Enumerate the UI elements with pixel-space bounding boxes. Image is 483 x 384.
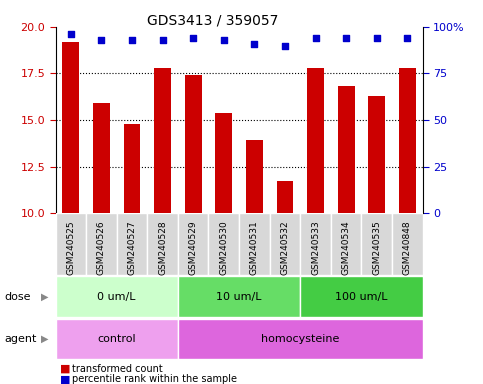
Text: transformed count: transformed count — [72, 364, 163, 374]
Point — [220, 37, 227, 43]
Bar — [93, 103, 110, 384]
FancyBboxPatch shape — [300, 213, 331, 275]
FancyBboxPatch shape — [331, 213, 361, 275]
Bar — [338, 86, 355, 384]
FancyBboxPatch shape — [178, 319, 423, 359]
Bar — [307, 68, 324, 384]
Point — [373, 35, 381, 41]
FancyBboxPatch shape — [56, 213, 86, 275]
Text: GSM240527: GSM240527 — [128, 220, 137, 275]
Bar — [154, 68, 171, 384]
Point — [403, 35, 411, 41]
Point — [159, 37, 167, 43]
Text: GSM240532: GSM240532 — [281, 220, 289, 275]
FancyBboxPatch shape — [392, 213, 423, 275]
Text: 0 um/L: 0 um/L — [98, 291, 136, 302]
Point — [128, 37, 136, 43]
Point — [98, 37, 105, 43]
Text: ■: ■ — [60, 374, 71, 384]
Point — [312, 35, 319, 41]
Point — [342, 35, 350, 41]
FancyBboxPatch shape — [86, 213, 117, 275]
Text: dose: dose — [5, 291, 31, 302]
Text: 100 um/L: 100 um/L — [335, 291, 388, 302]
Text: homocysteine: homocysteine — [261, 334, 340, 344]
Bar — [246, 141, 263, 384]
Text: agent: agent — [5, 334, 37, 344]
Text: ▶: ▶ — [41, 334, 49, 344]
Text: ■: ■ — [60, 364, 71, 374]
Text: GSM240529: GSM240529 — [189, 220, 198, 275]
Bar — [369, 96, 385, 384]
Point — [189, 35, 197, 41]
Text: GSM240525: GSM240525 — [66, 220, 75, 275]
FancyBboxPatch shape — [209, 213, 239, 275]
Bar — [399, 68, 416, 384]
Text: GSM240533: GSM240533 — [311, 220, 320, 275]
Text: GSM240530: GSM240530 — [219, 220, 228, 275]
Text: GSM240526: GSM240526 — [97, 220, 106, 275]
Text: GSM240528: GSM240528 — [158, 220, 167, 275]
Point — [67, 31, 75, 37]
Text: 10 um/L: 10 um/L — [216, 291, 262, 302]
Text: GSM240848: GSM240848 — [403, 220, 412, 275]
FancyBboxPatch shape — [56, 276, 178, 317]
Bar — [185, 75, 201, 384]
Bar — [215, 113, 232, 384]
Text: GSM240531: GSM240531 — [250, 220, 259, 275]
Bar — [277, 182, 293, 384]
Point — [281, 42, 289, 48]
FancyBboxPatch shape — [270, 213, 300, 275]
Point — [251, 41, 258, 47]
Bar — [124, 124, 141, 384]
FancyBboxPatch shape — [300, 276, 423, 317]
FancyBboxPatch shape — [239, 213, 270, 275]
FancyBboxPatch shape — [361, 213, 392, 275]
FancyBboxPatch shape — [147, 213, 178, 275]
Text: GSM240534: GSM240534 — [341, 220, 351, 275]
Text: control: control — [98, 334, 136, 344]
FancyBboxPatch shape — [178, 276, 300, 317]
FancyBboxPatch shape — [178, 213, 209, 275]
FancyBboxPatch shape — [56, 319, 178, 359]
Bar — [62, 42, 79, 384]
Text: GSM240535: GSM240535 — [372, 220, 381, 275]
FancyBboxPatch shape — [117, 213, 147, 275]
Text: GDS3413 / 359057: GDS3413 / 359057 — [147, 13, 278, 27]
Text: ▶: ▶ — [41, 291, 49, 302]
Text: percentile rank within the sample: percentile rank within the sample — [72, 374, 238, 384]
